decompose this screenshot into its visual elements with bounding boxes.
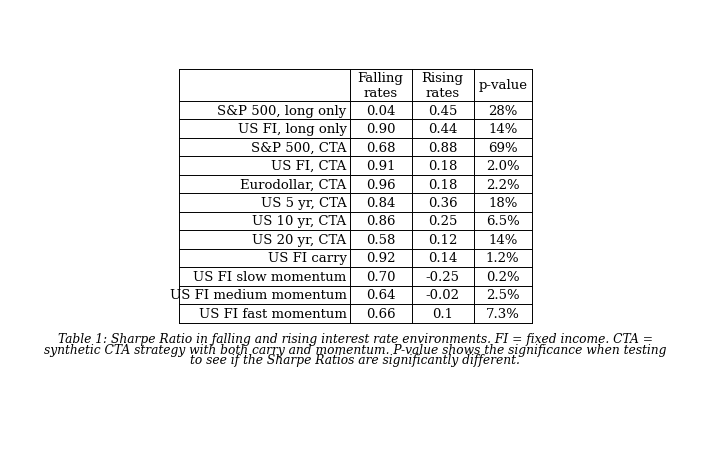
Text: Table 1: Sharpe Ratio in falling and rising interest rate environments. FI = fix: Table 1: Sharpe Ratio in falling and ris… (58, 332, 653, 345)
Text: 0.84: 0.84 (366, 197, 395, 210)
Text: 0.18: 0.18 (428, 160, 457, 173)
Text: US FI medium momentum: US FI medium momentum (170, 289, 346, 302)
Text: 6.5%: 6.5% (486, 215, 520, 228)
Text: 2.5%: 2.5% (486, 289, 520, 302)
Text: S&P 500, CTA: S&P 500, CTA (251, 141, 346, 154)
Text: 0.04: 0.04 (366, 104, 395, 117)
Text: US FI, CTA: US FI, CTA (271, 160, 346, 173)
Text: Falling
rates: Falling rates (358, 72, 404, 100)
Text: 1.2%: 1.2% (486, 252, 520, 265)
Text: 7.3%: 7.3% (486, 307, 520, 320)
Text: 0.96: 0.96 (366, 178, 395, 191)
Text: 14%: 14% (488, 233, 518, 246)
Text: p-value: p-value (478, 79, 527, 92)
Text: 0.66: 0.66 (366, 307, 395, 320)
Text: Rising
rates: Rising rates (422, 72, 464, 100)
Text: to see if the Sharpe Ratios are significantly different.: to see if the Sharpe Ratios are signific… (191, 354, 521, 367)
Text: US FI, long only: US FI, long only (238, 123, 346, 136)
Text: 0.2%: 0.2% (486, 270, 520, 283)
Text: 0.86: 0.86 (366, 215, 395, 228)
Text: 0.18: 0.18 (428, 178, 457, 191)
Text: 0.44: 0.44 (428, 123, 457, 136)
Text: 69%: 69% (488, 141, 518, 154)
Text: 0.64: 0.64 (366, 289, 395, 302)
Text: 2.2%: 2.2% (486, 178, 520, 191)
Text: 0.45: 0.45 (428, 104, 457, 117)
Text: US 5 yr, CTA: US 5 yr, CTA (261, 197, 346, 210)
Text: US FI carry: US FI carry (268, 252, 346, 265)
Text: 0.58: 0.58 (366, 233, 395, 246)
Text: 2.0%: 2.0% (486, 160, 520, 173)
Text: US 10 yr, CTA: US 10 yr, CTA (253, 215, 346, 228)
Text: 0.92: 0.92 (366, 252, 395, 265)
Text: US FI slow momentum: US FI slow momentum (193, 270, 346, 283)
Text: US FI fast momentum: US FI fast momentum (199, 307, 346, 320)
Text: 0.1: 0.1 (432, 307, 453, 320)
Text: S&P 500, long only: S&P 500, long only (217, 104, 346, 117)
Text: 0.70: 0.70 (366, 270, 395, 283)
Text: US 20 yr, CTA: US 20 yr, CTA (253, 233, 346, 246)
Text: 28%: 28% (488, 104, 518, 117)
Text: 0.36: 0.36 (428, 197, 457, 210)
Text: 0.90: 0.90 (366, 123, 395, 136)
Text: 14%: 14% (488, 123, 518, 136)
Text: 0.88: 0.88 (428, 141, 457, 154)
Text: Eurodollar, CTA: Eurodollar, CTA (240, 178, 346, 191)
Text: 0.91: 0.91 (366, 160, 395, 173)
Text: 0.68: 0.68 (366, 141, 395, 154)
Text: 0.14: 0.14 (428, 252, 457, 265)
Text: 0.12: 0.12 (428, 233, 457, 246)
Text: 18%: 18% (488, 197, 518, 210)
Text: synthetic CTA strategy with both carry and momentum. P-value shows the significa: synthetic CTA strategy with both carry a… (44, 343, 667, 356)
Text: 0.25: 0.25 (428, 215, 457, 228)
Text: -0.02: -0.02 (426, 289, 459, 302)
Text: -0.25: -0.25 (426, 270, 459, 283)
